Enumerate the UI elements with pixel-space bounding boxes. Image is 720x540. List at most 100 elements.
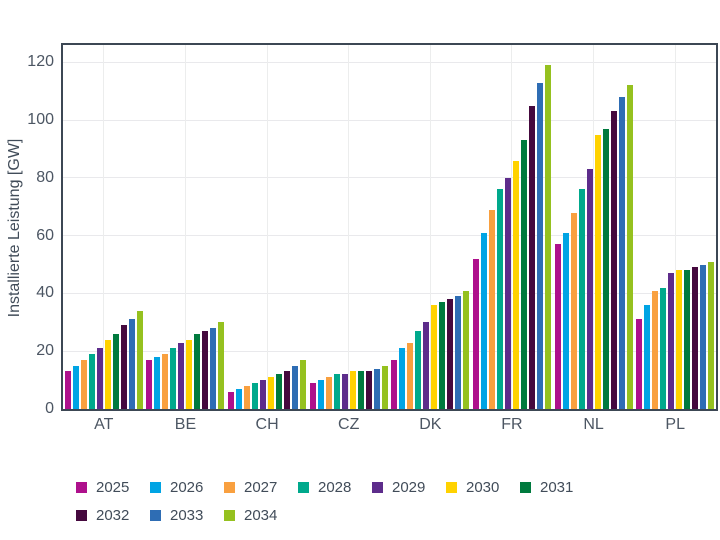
bar-pl-2032 — [692, 267, 699, 409]
bar-fr-2033 — [536, 82, 543, 409]
bar-at-2025 — [64, 371, 71, 409]
legend-item-2029: 2029 — [372, 474, 446, 501]
bar-ch-2026 — [236, 388, 243, 409]
bar-pl-2028 — [660, 287, 667, 409]
bar-fr-2034 — [544, 65, 551, 409]
legend-swatch-icon — [224, 482, 235, 493]
y-tick-label: 80 — [36, 168, 54, 186]
bar-at-2029 — [96, 348, 103, 409]
y-tick-label: 20 — [36, 342, 54, 360]
bar-nl-2026 — [562, 232, 569, 409]
legend-label: 2029 — [392, 479, 426, 496]
gridline-horizontal — [63, 235, 716, 237]
bar-be-2030 — [186, 339, 193, 409]
gridline-horizontal — [63, 177, 716, 179]
legend-label: 2026 — [170, 479, 204, 496]
legend-item-2028: 2028 — [298, 474, 372, 501]
bar-group-cz — [308, 45, 390, 409]
gridline-horizontal — [63, 350, 716, 352]
y-tick-label: 60 — [36, 226, 54, 244]
bar-pl-2025 — [636, 319, 643, 409]
y-tick-label: 120 — [27, 53, 54, 71]
y-tick-label: 40 — [36, 284, 54, 302]
bar-at-2030 — [104, 339, 111, 409]
bar-dk-2025 — [391, 359, 398, 409]
gridline-vertical — [674, 45, 676, 409]
legend-item-2027: 2027 — [224, 474, 298, 501]
bar-be-2027 — [162, 354, 169, 409]
bar-nl-2029 — [586, 169, 593, 409]
legend-label: 2027 — [244, 479, 278, 496]
bar-ch-2027 — [244, 385, 251, 409]
bar-nl-2027 — [570, 212, 577, 409]
bar-be-2025 — [146, 359, 153, 409]
bar-cz-2031 — [357, 371, 364, 409]
legend-label: 2028 — [318, 479, 352, 496]
x-tick-label-pl: PL — [665, 416, 685, 433]
legend-item-2025: 2025 — [76, 474, 150, 501]
legend-item-2031: 2031 — [520, 474, 594, 501]
bar-cz-2027 — [325, 377, 332, 409]
legend-item-2026: 2026 — [150, 474, 224, 501]
legend-label: 2033 — [170, 507, 204, 524]
plot-area — [61, 43, 718, 411]
y-axis-ticks: 0 20 40 60 80 100 120 — [0, 43, 54, 417]
bar-cz-2026 — [317, 380, 324, 409]
x-tick-label-ch: CH — [255, 416, 279, 433]
x-axis-ticks: AT BE CH CZ DK FR NL PL — [61, 416, 718, 438]
bar-nl-2033 — [618, 97, 625, 409]
legend-swatch-icon — [224, 510, 235, 521]
legend-label: 2030 — [466, 479, 500, 496]
bar-nl-2028 — [578, 189, 585, 409]
bar-nl-2031 — [602, 128, 609, 409]
legend-item-2033: 2033 — [150, 502, 224, 529]
bar-pl-2030 — [676, 270, 683, 409]
x-tick-label-fr: FR — [501, 416, 523, 433]
x-tick-label-dk: DK — [419, 416, 442, 433]
gridline-vertical — [511, 45, 513, 409]
bar-be-2031 — [194, 333, 201, 409]
bar-cz-2030 — [349, 371, 356, 409]
bar-cz-2029 — [341, 374, 348, 409]
bar-ch-2029 — [260, 380, 267, 409]
legend-swatch-icon — [372, 482, 383, 493]
bar-dk-2034 — [463, 290, 470, 409]
bar-at-2033 — [128, 319, 135, 409]
bar-group-ch — [226, 45, 308, 409]
bar-at-2031 — [112, 333, 119, 409]
bar-be-2032 — [202, 331, 209, 409]
bar-group-nl — [553, 45, 635, 409]
bar-at-2034 — [136, 310, 143, 409]
gridline-vertical — [103, 45, 105, 409]
gridline-vertical — [429, 45, 431, 409]
legend-swatch-icon — [446, 482, 457, 493]
legend-swatch-icon — [150, 482, 161, 493]
bar-cz-2033 — [373, 368, 380, 409]
bar-nl-2034 — [626, 85, 633, 409]
bar-fr-2032 — [528, 105, 535, 409]
gridline-horizontal — [63, 119, 716, 121]
legend: 2025 2026 2027 2028 2029 2030 2031 2032 2033 2034 — [76, 474, 656, 529]
bar-be-2026 — [154, 357, 161, 409]
x-tick-label-cz: CZ — [338, 416, 360, 433]
legend-item-2034: 2034 — [224, 502, 298, 529]
bar-dk-2029 — [423, 322, 430, 409]
gridline-vertical — [266, 45, 268, 409]
legend-item-2030: 2030 — [446, 474, 520, 501]
bar-ch-2033 — [292, 365, 299, 409]
legend-swatch-icon — [520, 482, 531, 493]
bar-group-fr — [471, 45, 553, 409]
bar-be-2028 — [170, 348, 177, 409]
bar-pl-2027 — [652, 290, 659, 409]
bar-at-2032 — [120, 325, 127, 409]
bar-group-be — [145, 45, 227, 409]
bar-nl-2030 — [594, 134, 601, 409]
bar-ch-2025 — [228, 391, 235, 409]
bar-pl-2026 — [644, 305, 651, 409]
bar-be-2029 — [178, 342, 185, 409]
bar-nl-2032 — [610, 111, 617, 409]
bar-cz-2028 — [333, 374, 340, 409]
bar-fr-2026 — [480, 232, 487, 409]
bar-at-2027 — [80, 359, 87, 409]
legend-label: 2034 — [244, 507, 278, 524]
